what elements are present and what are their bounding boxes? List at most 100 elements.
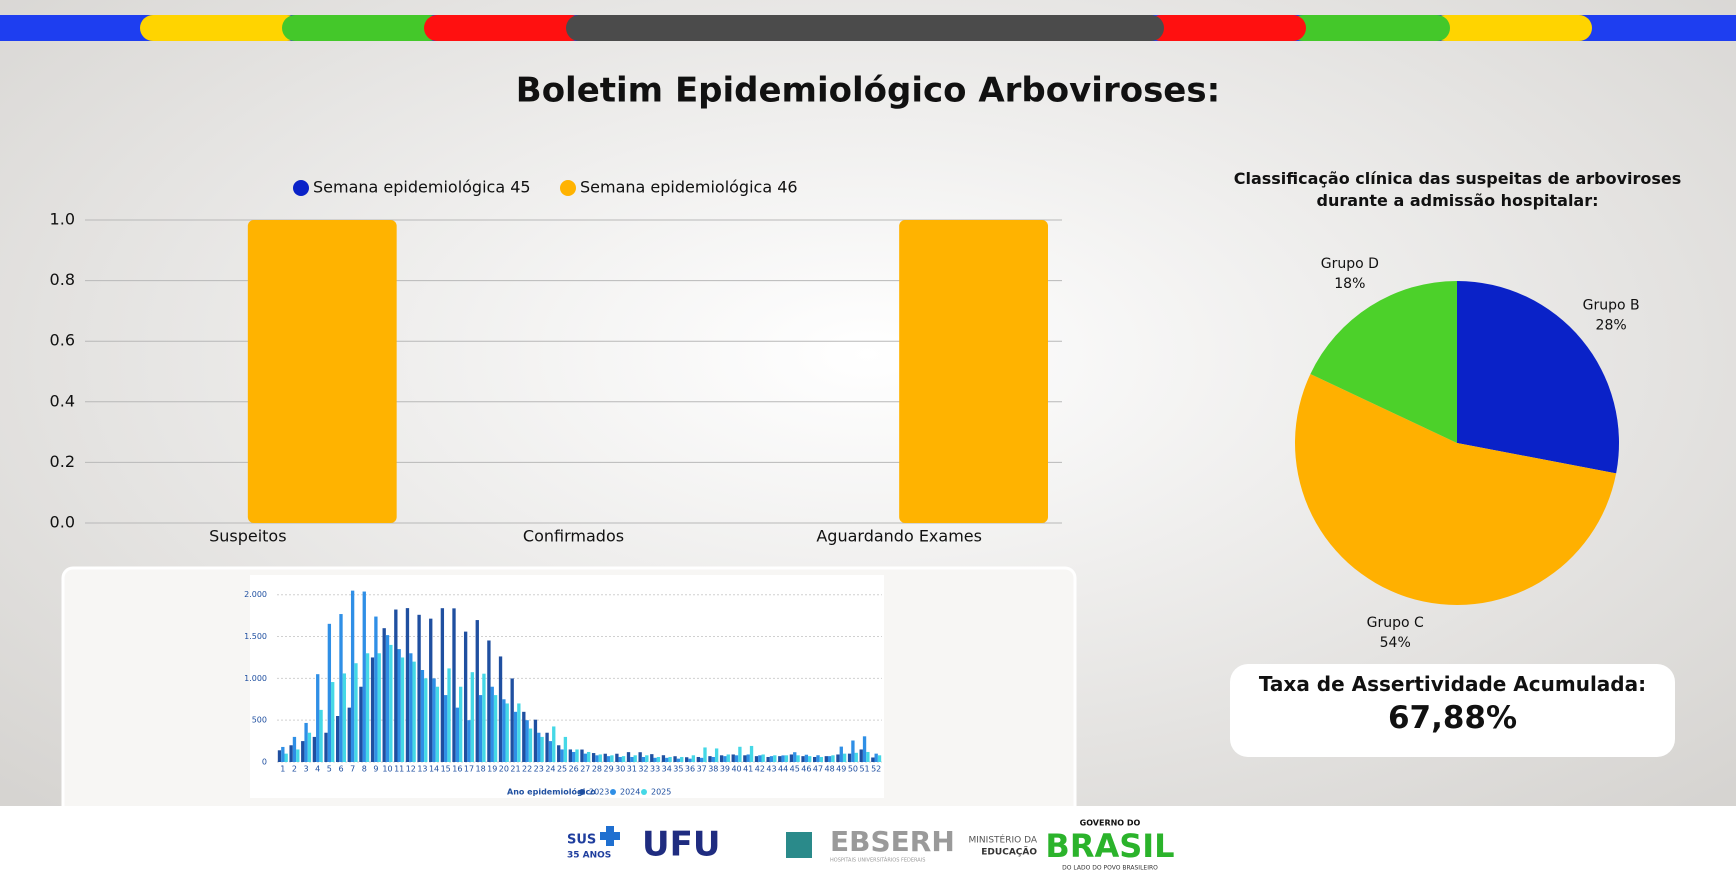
bar — [801, 756, 805, 762]
bar — [618, 756, 622, 762]
bar — [557, 745, 561, 762]
legend-label: Semana epidemiológica 45 — [313, 178, 531, 197]
logo-gov-brasil: BRASIL — [1045, 827, 1174, 865]
bar — [528, 728, 533, 762]
x-tick-label: 10 — [382, 765, 392, 774]
x-tick-label: 49 — [836, 765, 846, 774]
bar — [645, 755, 649, 762]
bar — [665, 757, 669, 762]
x-tick-label: 16 — [452, 765, 462, 774]
logo-sus-years: 35 ANOS — [567, 851, 611, 861]
bar — [568, 749, 573, 762]
bar — [475, 620, 479, 762]
bar — [598, 754, 602, 762]
y-tick-label: 0.6 — [50, 331, 75, 350]
bar — [591, 753, 596, 762]
bar — [339, 614, 343, 762]
bar — [754, 756, 759, 762]
bar — [793, 752, 797, 762]
bar — [324, 732, 328, 762]
bar — [533, 719, 538, 762]
bar — [816, 755, 820, 762]
bar — [335, 716, 340, 762]
bar — [595, 755, 599, 762]
y-tick-label: 0.2 — [50, 452, 75, 471]
x-tick-label: 46 — [801, 765, 811, 774]
bar — [676, 758, 681, 762]
y-tick-label: 0.8 — [50, 270, 75, 289]
x-tick-label: 28 — [592, 765, 602, 774]
bar — [862, 736, 867, 762]
bar — [505, 703, 509, 762]
bar — [563, 736, 568, 762]
bar — [420, 670, 425, 762]
bar — [537, 732, 541, 762]
legend-marker — [579, 789, 585, 795]
legend-marker — [610, 789, 616, 795]
bar — [540, 736, 544, 762]
slice-label: Grupo C — [1367, 615, 1424, 631]
legend-title: Ano epidemiológico — [507, 787, 596, 797]
bar — [347, 707, 351, 762]
bar — [400, 657, 405, 762]
kpi-card — [1230, 664, 1675, 757]
bar — [580, 749, 584, 762]
bar — [773, 755, 777, 762]
x-tick-label: 39 — [720, 765, 730, 774]
footer-bg — [0, 806, 1736, 886]
bar — [842, 753, 847, 762]
bar — [789, 754, 794, 762]
bar — [784, 755, 789, 762]
page-title: Boletim Epidemiológico Arboviroses: — [516, 71, 1220, 111]
bar — [575, 749, 579, 762]
legend-label: 2023 — [589, 788, 609, 797]
bar — [522, 711, 526, 762]
x-tick-label: 15 — [441, 765, 451, 774]
bar — [463, 631, 468, 762]
pie-slice — [1457, 281, 1619, 474]
bar — [513, 711, 518, 762]
x-tick-label: 42 — [755, 765, 765, 774]
bar — [525, 720, 529, 762]
bar — [429, 618, 433, 762]
x-tick-label: 2 — [292, 765, 297, 774]
bar — [289, 745, 293, 762]
bar — [874, 753, 878, 762]
x-tick-label: 26 — [569, 765, 579, 774]
bar — [836, 754, 840, 762]
kpi-value: 67,88% — [1387, 700, 1518, 736]
bar — [459, 686, 463, 762]
x-tick-label: Confirmados — [523, 527, 624, 546]
logo-mec: MINISTÉRIO DA — [969, 834, 1038, 846]
x-tick-label: 29 — [603, 765, 613, 774]
bar — [656, 756, 661, 762]
x-tick-label: 43 — [766, 765, 776, 774]
y-tick-label: 1.000 — [244, 674, 267, 683]
slice-label: Grupo D — [1321, 256, 1379, 272]
bar — [467, 720, 471, 762]
x-tick-label: 50 — [848, 765, 858, 774]
bar — [281, 746, 285, 762]
bar — [327, 623, 332, 762]
pie-slice — [1295, 374, 1617, 605]
logo-ufu: UFU — [642, 825, 720, 865]
bar — [548, 741, 553, 762]
bar — [699, 757, 704, 762]
bar — [769, 756, 774, 762]
bar — [452, 608, 456, 762]
x-tick-label: 17 — [464, 765, 474, 774]
y-tick-label: 500 — [252, 716, 267, 725]
bar — [668, 756, 672, 762]
bar — [778, 756, 782, 762]
bar — [691, 755, 696, 762]
bar — [316, 674, 320, 762]
pie-title-box: Classificação clínica das suspeitas de a… — [1234, 169, 1682, 210]
x-tick-label: 32 — [638, 765, 648, 774]
footer: SUS 35 ANOS UFU EBSERH HOSPITAIS UNIVERS… — [0, 806, 1736, 886]
bar — [726, 754, 730, 762]
bar — [478, 695, 483, 762]
bar — [440, 608, 445, 762]
bar — [854, 752, 858, 762]
bar — [487, 640, 491, 762]
